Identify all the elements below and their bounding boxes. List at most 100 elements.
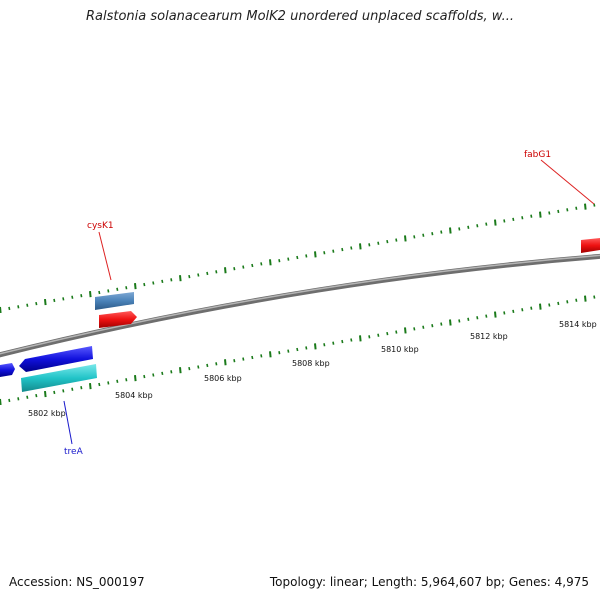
lower-tick (206, 363, 209, 368)
upper-tick (107, 289, 110, 293)
upper-tick (413, 235, 416, 239)
lower-tick (350, 338, 353, 342)
lower-tick (251, 355, 254, 360)
lower-tick (188, 366, 191, 371)
upper-tick (350, 246, 353, 250)
upper-tick (485, 222, 488, 226)
upper-tick (152, 281, 155, 285)
upper-tick (566, 208, 569, 212)
upper-tick (26, 303, 29, 307)
lower-tick (368, 335, 371, 339)
upper-tick (215, 270, 218, 274)
lower-tick (593, 295, 596, 299)
upper-tick (314, 251, 317, 258)
lower-tick (62, 389, 65, 393)
upper-tick (188, 274, 191, 279)
gene-steelblue[interactable] (95, 292, 134, 310)
upper-tick (233, 267, 236, 271)
upper-tick (8, 306, 11, 311)
lower-tick (233, 359, 236, 363)
lower-tick (521, 308, 524, 312)
upper-tick (296, 255, 299, 260)
lower-tick (485, 314, 488, 318)
lower-tick (134, 375, 137, 382)
upper-tick (62, 297, 65, 301)
lower-tick (53, 390, 56, 395)
lower-tick (557, 301, 560, 306)
upper-tick (503, 219, 506, 223)
lower-tick (71, 387, 74, 391)
upper-tick (593, 203, 596, 207)
upper-tick (548, 211, 551, 215)
upper-tick (269, 259, 272, 266)
lower-tick (35, 393, 38, 398)
upper-tick (476, 224, 479, 228)
upper-tick (512, 217, 515, 222)
lower-tick (548, 303, 551, 307)
lower-tick (107, 381, 110, 385)
scale-label-5802: 5802 kbp (28, 409, 66, 418)
lower-tick (476, 316, 479, 320)
gene-blue-reverse-large[interactable] (19, 346, 93, 372)
lower-tick (341, 339, 344, 344)
gene-label-fabG1[interactable]: fabG1 (524, 150, 551, 160)
lower-tick-row (0, 295, 596, 406)
gene-blue-small[interactable] (0, 363, 15, 377)
upper-tick (35, 301, 38, 306)
upper-tick (17, 305, 20, 309)
upper-tick (53, 298, 56, 303)
lower-tick (575, 298, 578, 302)
gene-red-forward[interactable] (99, 311, 137, 328)
lower-tick (8, 398, 11, 403)
upper-tick (134, 283, 137, 290)
topology-summary: Topology: linear; Length: 5,964,607 bp; … (269, 575, 589, 589)
lower-tick (503, 311, 506, 315)
upper-tick (251, 263, 254, 268)
lower-tick (296, 347, 299, 352)
upper-tick (404, 235, 407, 242)
gene-label-treA[interactable]: treA (64, 447, 84, 457)
upper-tick (494, 219, 497, 226)
upper-tick (287, 257, 290, 261)
lower-tick (125, 378, 128, 382)
gene-label-cysK1[interactable]: cysK1 (87, 221, 114, 231)
upper-tick (377, 241, 380, 245)
upper-tick (422, 233, 425, 237)
upper-tick (197, 273, 200, 277)
map-title: Ralstonia solanacearum MolK2 unordered u… (85, 9, 514, 24)
upper-tick (557, 209, 560, 214)
lower-tick (314, 343, 317, 350)
lower-tick (260, 354, 263, 358)
lower-tick (584, 295, 587, 302)
scale-label-5812: 5812 kbp (470, 332, 508, 341)
upper-tick (584, 203, 587, 210)
lower-tick (26, 395, 29, 399)
lower-tick (566, 300, 569, 304)
upper-tick (116, 287, 119, 291)
upper-tick (341, 247, 344, 252)
upper-tick (179, 275, 182, 282)
lower-tick (359, 335, 362, 342)
lower-tick (539, 303, 542, 310)
upper-tick (44, 298, 47, 306)
lower-tick (332, 341, 335, 345)
lower-tick (17, 397, 20, 401)
lower-tick (458, 319, 461, 323)
lower-tick (269, 351, 272, 358)
lower-tick (197, 365, 200, 369)
upper-tick (458, 227, 461, 231)
lower-tick (386, 331, 389, 336)
lower-tick (215, 362, 218, 366)
gene-treA-cyan[interactable] (21, 364, 97, 392)
upper-tick (0, 306, 2, 314)
upper-tick (305, 254, 308, 258)
gene-fabG1-red[interactable] (581, 238, 600, 253)
upper-tick (395, 238, 398, 242)
fabG1-leader (540, 159, 595, 205)
lower-tick (413, 327, 416, 331)
upper-tick (386, 239, 389, 244)
upper-tick (440, 230, 443, 234)
lower-tick (431, 324, 434, 328)
lower-tick (422, 325, 425, 329)
